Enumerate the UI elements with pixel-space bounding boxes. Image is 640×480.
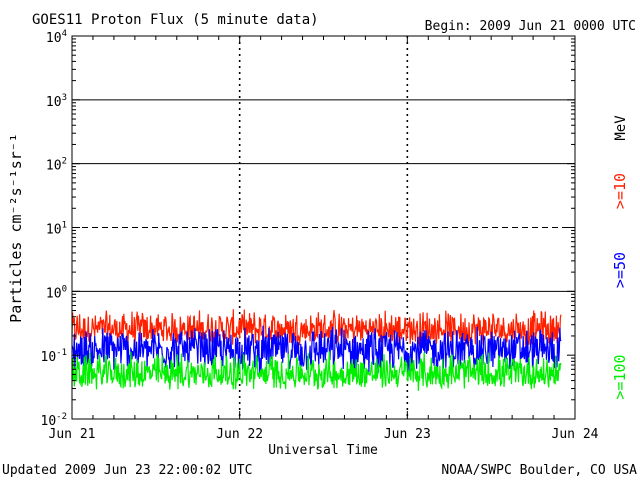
series-lines [71, 309, 562, 391]
series-line [71, 325, 562, 374]
legend-entry: >=50 [611, 252, 629, 288]
x-axis-label: Universal Time [268, 443, 378, 458]
x-tick-label: Jun 21 [49, 427, 96, 442]
x-tick-label: Jun 22 [216, 427, 263, 442]
y-axis-label: Particles cm⁻²s⁻¹sr⁻¹ [7, 133, 25, 323]
energy-legend: MeV >=10 >=50 >=100 [611, 115, 629, 400]
y-tick-label: 10-2 [41, 412, 68, 429]
y-tick-label: 104 [46, 29, 67, 46]
x-tick-label: Jun 23 [384, 427, 431, 442]
y-tick-label: 100 [46, 284, 67, 301]
begin-label: Begin: 2009 Jun 21 0000 UTC [425, 19, 636, 34]
x-axis-ticks: Jun 21 Jun 22 Jun 23 Jun 24 [49, 36, 599, 442]
y-tick-label: 103 [46, 93, 67, 110]
y-tick-label: 101 [46, 221, 67, 238]
x-tick-label: Jun 24 [552, 427, 599, 442]
legend-entry: >=100 [611, 354, 629, 399]
y-tick-label: 10-1 [41, 348, 68, 365]
updated-label: Updated 2009 Jun 23 22:00:02 UTC [2, 463, 252, 478]
y-tick-label: 102 [46, 157, 67, 174]
chart-title: GOES11 Proton Flux (5 minute data) [32, 12, 319, 28]
y-axis-ticks: 10-2 10-1 100 101 102 103 104 [41, 29, 575, 429]
source-label: NOAA/SWPC Boulder, CO USA [441, 463, 637, 478]
legend-entry: >=10 [611, 173, 629, 209]
legend-unit: MeV [613, 115, 629, 141]
series-line [71, 351, 562, 391]
